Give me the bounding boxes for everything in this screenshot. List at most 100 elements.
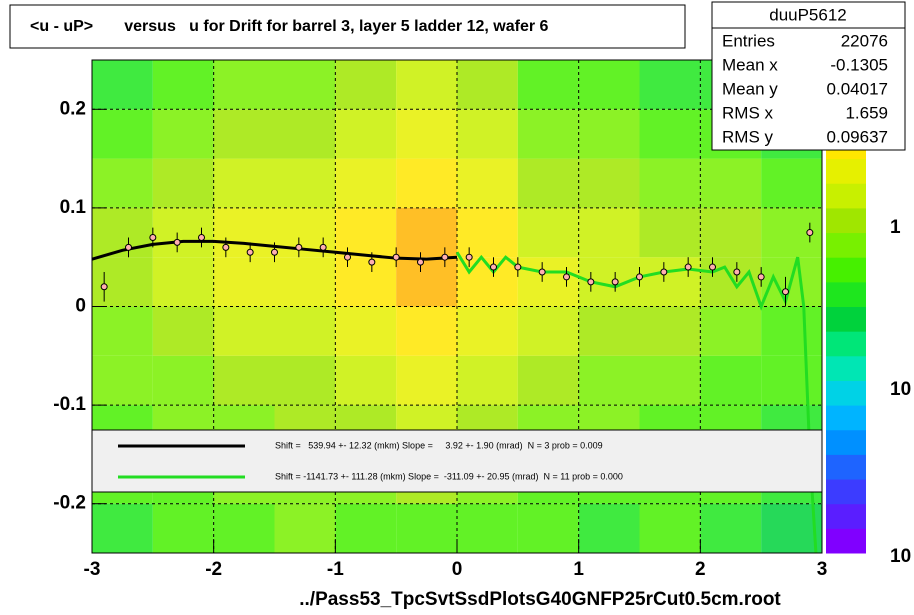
profile-point [806,229,814,237]
y-tick-label: 0 [75,296,86,317]
axes: -3 -2 -1 0 1 2 3 -0.2 -0.1 0 0.1 0.2 [53,98,827,580]
heat-cell [335,109,397,159]
heat-cell [457,503,518,553]
profile-point [319,243,327,251]
heat-cell [639,306,701,356]
color-step [826,405,866,431]
stats-label: Entries [722,31,775,50]
stats-label: RMS y [722,127,774,146]
heat-cell [152,60,214,110]
profile-point [465,253,473,261]
y-tick-label: 0.2 [60,98,86,119]
fit-legend-box [91,429,823,493]
heat-cell [152,207,214,258]
stats-label: Mean y [722,79,778,98]
heat-cell [639,503,701,553]
profile-point [368,258,376,266]
fit-legend: Shift = 539.94 +- 12.32 (mkm) Slope = 3.… [118,440,623,481]
x-tick-label: -1 [327,559,344,580]
heat-cell [274,503,336,553]
y-tick-label: -0.1 [53,394,86,415]
profile-point [222,243,230,251]
heat-cell [213,355,275,406]
heat-cell [639,207,701,258]
color-step [826,380,866,406]
profile-point [344,253,351,261]
heat-cell [92,257,153,307]
heat-cell [457,355,518,406]
heat-cell [761,503,822,553]
heat-cell [152,503,214,553]
color-step [826,158,866,184]
heat-cell [274,257,336,307]
heat-cell [274,60,336,110]
profile-point [490,263,497,271]
profile-point [173,238,181,246]
x-tick-label: 1 [573,559,584,580]
heat-cell [213,257,275,307]
profile-point [100,283,108,291]
heat-cell [639,109,701,159]
stats-value: 0.04017 [827,79,888,98]
plot-marks [91,222,818,554]
heat-cell [213,503,275,553]
heat-cell [700,207,762,258]
color-step [826,281,866,307]
color-step [826,232,866,258]
heat-cell [213,109,275,159]
color-step [826,306,866,332]
heat-cell [517,158,579,208]
stats-label: RMS x [722,103,774,122]
heat-cell [761,355,822,406]
heat-cell [700,503,762,553]
heat-cell [517,109,579,159]
heat-cell [396,355,457,406]
legend-text: Shift = 539.94 +- 12.32 (mkm) Slope = 3.… [275,440,603,450]
heat-cell [761,158,822,208]
heat-cell [152,306,214,356]
heat-cell [578,60,640,110]
x-axis-label: ../Pass53_TpcSvtSsdPlotsG40GNFP25rCut0.5… [299,589,781,610]
heat-cell [396,503,457,553]
profile-point [538,268,546,276]
heat-cell [92,306,153,356]
profile-point [757,273,765,281]
x-tick-label: -2 [205,559,222,580]
heat-cell [457,158,518,208]
x-tick-label: 2 [695,559,706,580]
color-step [826,331,866,357]
z-label: 10 [890,546,911,567]
color-step [826,528,866,554]
heat-cell [578,355,640,406]
heat-cell [639,257,701,307]
heat-cell [335,355,397,406]
heat-cell [335,503,397,553]
heat-cell [578,109,640,159]
profile-point [441,253,449,261]
stats-value: 22076 [841,31,888,50]
profile-point [684,263,692,271]
color-step [826,503,866,529]
heat-cell [152,355,214,406]
heat-cell [152,158,214,208]
z-label: 1 [890,217,901,238]
heat-cell [700,355,762,406]
profile-point [587,278,595,286]
x-tick-label: 3 [817,559,828,580]
legend-text: Shift = -1141.73 +- 111.28 (mkm) Slope =… [275,471,623,481]
heat-cell [761,306,822,356]
heat-cell [517,355,579,406]
heat-cell [396,60,457,110]
heat-cell [578,306,640,356]
profile-point [271,248,278,256]
heat-cell [578,158,640,208]
stats-box [711,1,906,151]
heat-cell [396,207,457,258]
color-step [826,429,866,455]
heat-cell [457,109,518,159]
heat-cell [457,207,518,258]
heat-cell [517,60,579,110]
heat-cell [92,158,153,208]
stats-value: 1.659 [845,103,888,122]
